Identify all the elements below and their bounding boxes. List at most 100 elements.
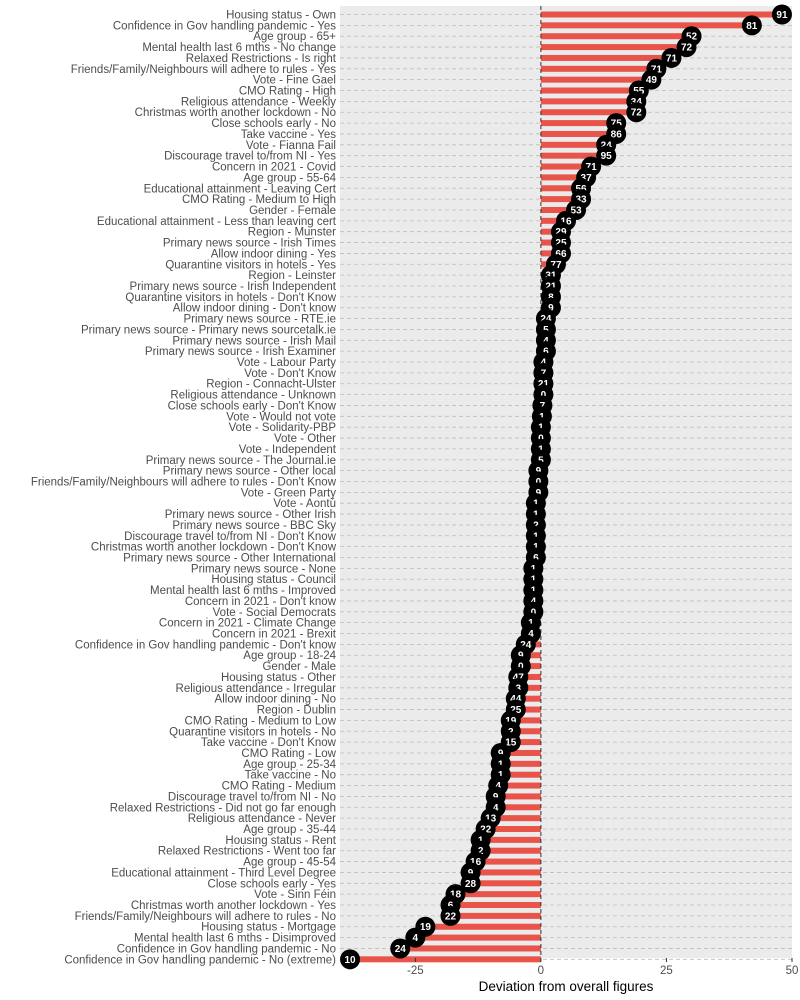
bar [540,206,577,213]
dot-marker [676,37,697,58]
dot-value-label: 4 [493,803,499,814]
category-label: Vote - Social Democrats [213,607,337,619]
bar [540,185,582,192]
bar [540,98,637,105]
dot-value-label: 4 [528,629,534,640]
dot-marker [340,949,361,970]
dot-value-label: 9 [536,488,542,499]
dot-value-label: 24 [520,640,532,651]
bar [510,728,541,735]
dot-value-label: 28 [465,879,477,890]
category-label: CMO Rating - Medium to Low [185,715,337,727]
category-label: Take vaccine - Don't Know [201,737,337,749]
dot-value-label: 55 [633,86,645,97]
dot-value-label: 4 [413,933,419,944]
bar [540,120,617,127]
bar [510,739,541,746]
dot-value-label: 19 [420,922,432,933]
bar [455,891,541,898]
dot-value-label: 72 [631,108,643,119]
x-tick-label: 50 [786,965,799,977]
dot-value-label: 6 [543,347,549,358]
category-label: Quarantine visitors in hotels - Yes [165,259,336,271]
bar [480,836,541,843]
dot-value-label: 18 [450,890,462,901]
bar [495,804,541,811]
category-label: Confidence in Gov handling pandemic - Ye… [113,20,336,32]
bar [540,11,782,18]
category-label: Educational attainment - Less than leavi… [97,216,337,228]
dot-value-label: 22 [480,825,492,836]
dot-marker [741,15,762,36]
category-label: Age group - 35-44 [243,824,336,836]
dot-value-label: 0 [518,662,524,673]
dot-value-label: 37 [581,173,593,184]
bar [500,760,541,767]
category-label: Region - Munster [248,227,336,239]
dot-value-label: 71 [651,64,663,75]
category-label: Primary news source - Irish Independent [130,281,337,293]
bar [540,33,692,40]
dot-value-label: 2 [478,846,484,857]
dot-marker [661,47,682,68]
bar [518,673,541,680]
category-label: Christmas worth another lockdown - Don't… [91,542,337,554]
bar [540,65,657,72]
dot-value-label: 4 [495,781,501,792]
category-label: Age group - 55-64 [243,172,336,184]
dot-value-label: 86 [611,129,623,140]
category-label: Vote - Solidarity-PBP [229,422,337,434]
category-label: Allow indoor dining - Don't know [173,303,337,315]
category-label: Religious attendance - Unknown [170,390,336,402]
bar [415,934,541,941]
x-axis-title: Deviation from overall figures [479,979,654,994]
category-label: Age group - 25-34 [243,759,336,771]
dot-marker [626,102,647,123]
category-label: Gender - Male [262,661,336,673]
category-label: Confidence in Gov handling pandemic - Do… [75,639,337,651]
bar [350,956,541,963]
category-label: Religious attendance - Weekly [181,96,336,108]
category-label: Mental health last 6 mths - No change [142,42,336,54]
bar [475,858,541,865]
dot-value-label: 95 [601,151,613,162]
category-label: Allow indoor dining - Yes [211,248,337,260]
bar [540,130,617,137]
category-label: Religious attendance - Never [188,813,336,825]
x-tick-label: 0 [538,965,544,977]
bar [540,163,592,170]
dot-marker [390,938,411,959]
bar [470,880,541,887]
category-label: Region - Dublin [257,705,336,717]
dot-value-label: 33 [576,195,588,206]
category-label: CMO Rating - Medium to High [182,194,336,206]
dot-value-label: 49 [646,75,658,86]
dot-marker [460,873,481,894]
category-label: Friends/Family/Neighbours will adhere to… [31,476,337,488]
category-label: Relaxed Restrictions - Went too far [158,846,336,858]
category-label: Quarantine visitors in hotels - Don't Kn… [125,292,336,304]
category-label: Vote - Fianna Fail [246,140,336,152]
category-label: Relaxed Restrictions - Is right [186,53,337,65]
category-label: Primary news source - RTE.ie [183,314,336,326]
dot-marker [405,927,426,948]
bar [400,945,541,952]
bar [540,250,561,257]
dot-value-label: 6 [533,553,539,564]
category-label: Take vaccine - No [245,770,336,782]
bar [520,663,541,670]
dot-value-label: 5 [538,455,544,466]
bar [450,912,541,919]
category-label: Christmas worth another lockdown - Yes [131,900,336,912]
category-label: Close schools early - Yes [208,878,337,890]
category-label: Region - Leinster [248,270,336,282]
x-tick-label: -25 [407,965,424,977]
category-label: Friends/Family/Neighbours will adhere to… [75,911,336,923]
category-label: Close schools early - No [211,118,336,130]
dot-value-label: 24 [395,944,407,955]
plot-panel [340,6,792,958]
bar [540,196,582,203]
category-label: Vote - Aontú [273,498,336,510]
